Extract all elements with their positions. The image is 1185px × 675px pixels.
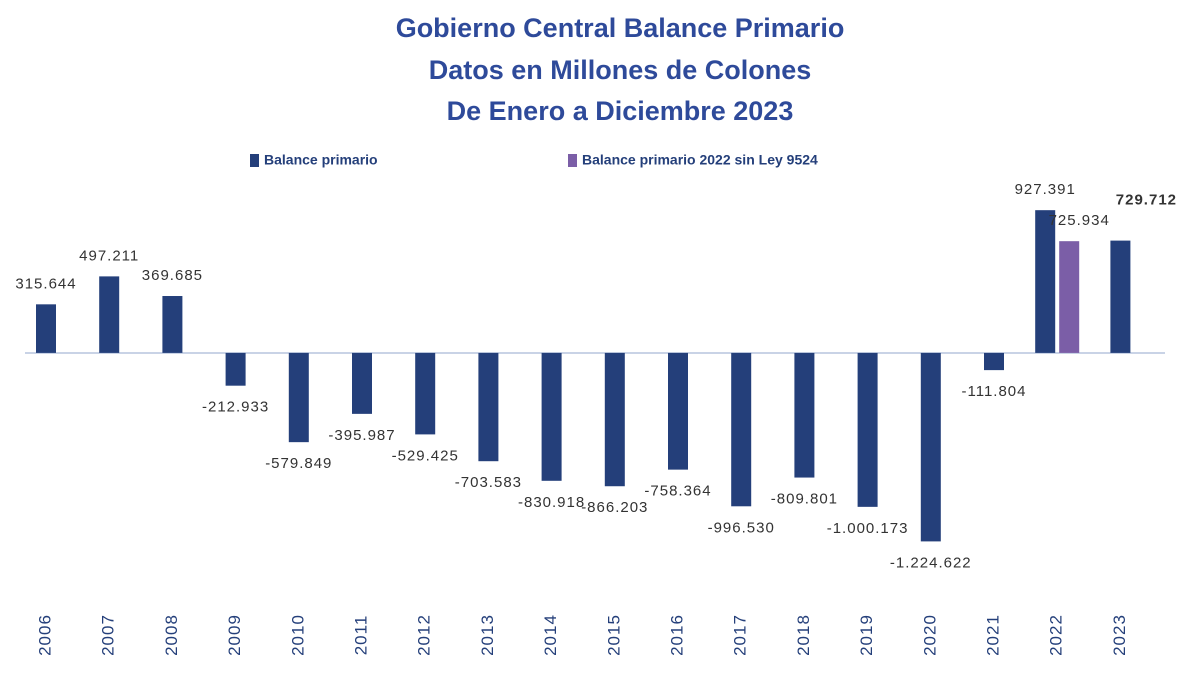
bar — [541, 352, 562, 481]
legend-label: Balance primario 2022 sin Ley 9524 — [582, 152, 818, 168]
data-label: -758.364 — [644, 483, 711, 500]
bar — [225, 352, 246, 386]
data-label: -996.530 — [708, 519, 775, 536]
bar — [668, 352, 688, 470]
data-label: -395.987 — [328, 427, 395, 444]
data-label: -212.933 — [202, 399, 269, 416]
bar — [1035, 210, 1056, 353]
legend-swatch — [250, 154, 259, 167]
data-label: -579.849 — [265, 455, 332, 472]
data-label: 927.391 — [1015, 181, 1076, 198]
bar — [920, 352, 941, 542]
bar — [857, 352, 878, 507]
bar — [794, 352, 815, 478]
bar — [99, 276, 120, 353]
data-label: 497.211 — [79, 247, 139, 264]
bar — [288, 352, 309, 443]
bar — [604, 352, 625, 487]
chart-title: De Enero a Diciembre 2023 — [447, 96, 794, 126]
x-tick-label: 2008 — [162, 614, 181, 656]
data-label: -866.203 — [581, 499, 648, 516]
x-tick-label: 2011 — [351, 615, 370, 656]
chart-title: Gobierno Central Balance Primario — [396, 13, 845, 43]
x-tick-label: 2009 — [225, 614, 244, 656]
data-label: -809.801 — [771, 491, 838, 508]
data-label: -703.583 — [455, 474, 522, 491]
legend-swatch — [568, 154, 577, 167]
x-tick-label: 2010 — [288, 614, 307, 656]
x-tick-label: 2006 — [35, 614, 54, 656]
bar — [1059, 241, 1080, 353]
data-label: 315.644 — [15, 275, 76, 292]
bar — [984, 352, 1004, 371]
bar — [36, 304, 56, 353]
x-tick-label: 2018 — [794, 614, 813, 656]
x-tick-label: 2014 — [541, 614, 560, 656]
data-label: -529.425 — [392, 447, 459, 464]
data-label: 369.685 — [142, 267, 203, 284]
x-tick-label: 2023 — [1110, 614, 1129, 656]
data-label: 729.712 — [1116, 192, 1177, 209]
bar — [731, 352, 752, 507]
bar — [1110, 240, 1131, 353]
data-label: -111.804 — [962, 383, 1027, 400]
x-tick-label: 2007 — [99, 614, 118, 656]
x-tick-label: 2012 — [415, 614, 434, 656]
x-tick-label: 2017 — [731, 614, 750, 656]
x-tick-label: 2016 — [667, 614, 686, 656]
data-label: -830.918 — [518, 494, 585, 511]
x-tick-label: 2019 — [857, 614, 876, 656]
x-tick-label: 2022 — [1047, 614, 1066, 656]
data-label: -1.000.173 — [827, 520, 909, 537]
x-tick-label: 2020 — [920, 614, 939, 656]
bar — [415, 352, 436, 435]
x-tick-label: 2021 — [983, 614, 1002, 656]
data-label: -1.224.622 — [890, 554, 972, 571]
x-tick-label: 2015 — [604, 614, 623, 656]
bar — [352, 352, 372, 414]
bar — [162, 296, 183, 353]
x-tick-label: 2013 — [478, 614, 497, 656]
data-label: 725.934 — [1049, 212, 1110, 229]
legend-label: Balance primario — [264, 152, 378, 168]
chart-title: Datos en Millones de Colones — [429, 55, 812, 85]
bar — [478, 352, 499, 462]
